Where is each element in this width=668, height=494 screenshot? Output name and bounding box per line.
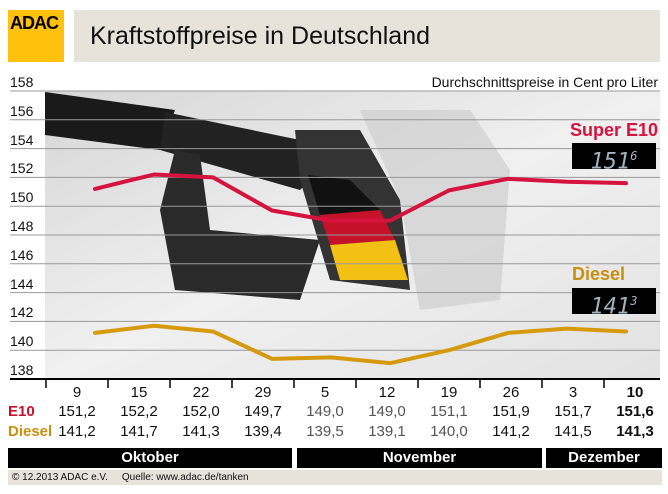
diesel-data-label: 141,5 [554, 423, 592, 440]
diesel-data-label: 140,0 [430, 423, 468, 440]
y-tick-label: 144 [10, 275, 34, 292]
x-tick-label: 15 [130, 384, 148, 401]
y-tick-label: 154 [10, 131, 34, 148]
e10-series-line [93, 172, 628, 223]
diesel-data-label: 139,4 [244, 423, 282, 440]
month-dezember: Dezember [546, 448, 662, 468]
e10-data-label: 151,6 [616, 403, 654, 420]
chart-title: Kraftstoffpreise in Deutschland [90, 22, 431, 50]
y-tick-label: 152 [10, 160, 34, 177]
x-tick-label: 12 [378, 384, 396, 401]
e10-data-label: 152,0 [182, 403, 220, 420]
diesel-data-label: 141,3 [182, 423, 220, 440]
diesel-data-label: 139,1 [368, 423, 406, 440]
legend-diesel: Diesel [572, 264, 626, 284]
x-tick-label: 29 [254, 384, 272, 401]
e10-price-display: 1516 [572, 143, 656, 174]
y-tick-label: 142 [10, 304, 34, 321]
x-tick-label: 5 [320, 384, 330, 401]
legend-super-e10: Super E10 [570, 120, 659, 140]
diesel-price-display: 1413 [572, 288, 656, 319]
x-tick-label: 9 [72, 384, 82, 401]
diesel-data-label: 141,7 [120, 423, 158, 440]
title-bar: Kraftstoffpreise in Deutschland [74, 10, 660, 62]
diesel-data-label: 141,2 [58, 423, 96, 440]
y-tick-label: 140 [10, 333, 34, 350]
month-november: November [297, 448, 542, 468]
diesel-data-label: 141,2 [492, 423, 530, 440]
x-tick-label: 3 [568, 384, 578, 401]
y-tick-label: 148 [10, 218, 34, 234]
e10-data-label: 149,7 [244, 403, 282, 420]
e10-data-label: 151,7 [554, 403, 592, 420]
source: Quelle: www.adac.de/tanken [121, 472, 249, 483]
x-tick-label: 10 [626, 384, 644, 401]
y-tick-label: 138 [10, 362, 34, 378]
chart-subtitle: Durchschnittspreise in Cent pro Liter [431, 74, 658, 90]
month-oktober: Oktober [8, 448, 292, 468]
e10-data-label: 149,0 [368, 403, 406, 420]
x-tick-label: 19 [440, 384, 458, 401]
diesel-series-line [93, 323, 628, 366]
e10-data-label: 152,2 [120, 403, 158, 420]
y-tick-label: 150 [10, 189, 34, 206]
y-tick-label: 146 [10, 246, 34, 263]
e10-data-label: 151,9 [492, 403, 530, 420]
e10-data-label: 151,2 [58, 403, 96, 420]
y-tick-label: 156 [10, 102, 34, 119]
footer: © 12.2013 ADAC e.V. Quelle: www.adac.de/… [8, 470, 662, 485]
row-label-diesel: Diesel [8, 423, 53, 440]
x-tick-label: 22 [192, 384, 210, 401]
diesel-data-label: 141,3 [616, 423, 654, 440]
e10-data-label: 149,0 [306, 403, 344, 420]
copyright: © 12.2013 ADAC e.V. [12, 472, 108, 483]
e10-data-label: 151,1 [430, 403, 468, 420]
y-tick-label: 158 [10, 74, 34, 90]
row-label-e10: E10 [8, 403, 35, 420]
adac-logo: ADAC [8, 10, 64, 62]
x-tick-label: 26 [502, 384, 520, 401]
diesel-data-label: 139,5 [306, 423, 344, 440]
